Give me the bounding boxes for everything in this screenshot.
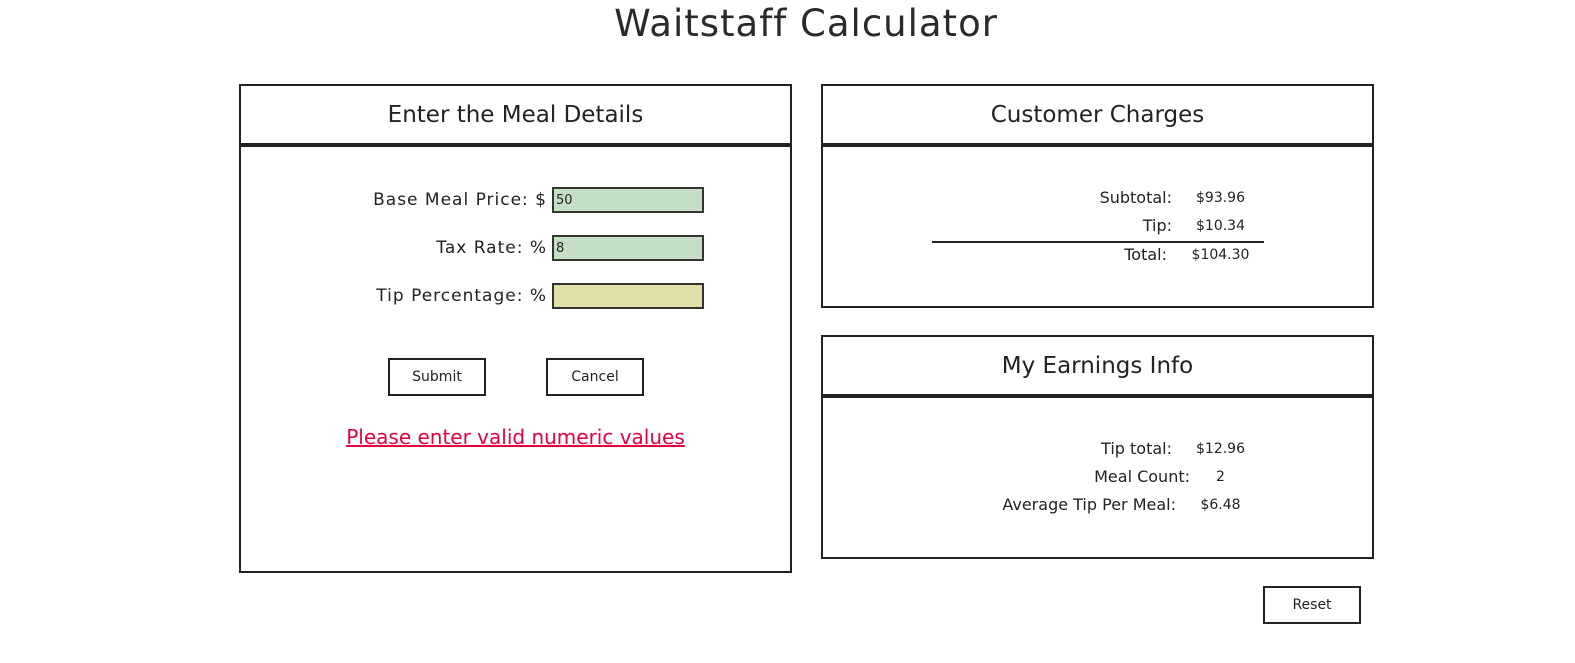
reset-button[interactable]: Reset [1263, 586, 1361, 624]
meal-count-value: 2 [1216, 469, 1225, 485]
customer-charges-heading: Customer Charges [823, 86, 1372, 147]
total-row: Total: $104.30 [823, 244, 1372, 266]
meal-count-row: Meal Count: 2 [823, 466, 1372, 488]
customer-charges-panel: Customer Charges Subtotal: $93.96 Tip: $… [821, 84, 1374, 308]
tip-total-label: Tip total: [1101, 439, 1172, 458]
earnings-heading: My Earnings Info [823, 337, 1372, 398]
tip-percentage-row: Tip Percentage: % [241, 283, 790, 311]
subtotal-value: $93.96 [1196, 190, 1245, 206]
total-label: Total: [1124, 245, 1167, 264]
tip-row: Tip: $10.34 [823, 215, 1372, 237]
tip-percentage-input[interactable] [552, 283, 704, 309]
base-price-input[interactable] [552, 187, 704, 213]
tax-rate-label: Tax Rate: % [436, 238, 547, 258]
base-price-row: Base Meal Price: $ [241, 187, 790, 215]
subtotal-label: Subtotal: [1099, 188, 1172, 207]
tip-percentage-label: Tip Percentage: % [376, 286, 547, 306]
tax-rate-row: Tax Rate: % [241, 235, 790, 263]
meal-details-heading: Enter the Meal Details [241, 86, 790, 147]
subtotal-row: Subtotal: $93.96 [823, 187, 1372, 209]
average-tip-label: Average Tip Per Meal: [1002, 495, 1176, 514]
meal-count-label: Meal Count: [1094, 467, 1190, 486]
average-tip-value: $6.48 [1200, 497, 1241, 513]
total-value: $104.30 [1191, 247, 1250, 263]
tip-label: Tip: [1142, 216, 1172, 235]
cancel-button[interactable]: Cancel [546, 358, 644, 396]
tip-total-row: Tip total: $12.96 [823, 438, 1372, 460]
tip-total-value: $12.96 [1196, 441, 1245, 457]
average-tip-row: Average Tip Per Meal: $6.48 [823, 494, 1372, 516]
earnings-panel: My Earnings Info Tip total: $12.96 Meal … [821, 335, 1374, 559]
page-title: Waitstaff Calculator [614, 2, 998, 45]
total-divider [932, 241, 1264, 243]
base-price-label: Base Meal Price: $ [373, 190, 547, 210]
tax-rate-input[interactable] [552, 235, 704, 261]
tip-value: $10.34 [1196, 218, 1245, 234]
meal-details-panel: Enter the Meal Details Base Meal Price: … [239, 84, 792, 573]
error-message: Please enter valid numeric values [346, 425, 685, 449]
submit-button[interactable]: Submit [388, 358, 486, 396]
